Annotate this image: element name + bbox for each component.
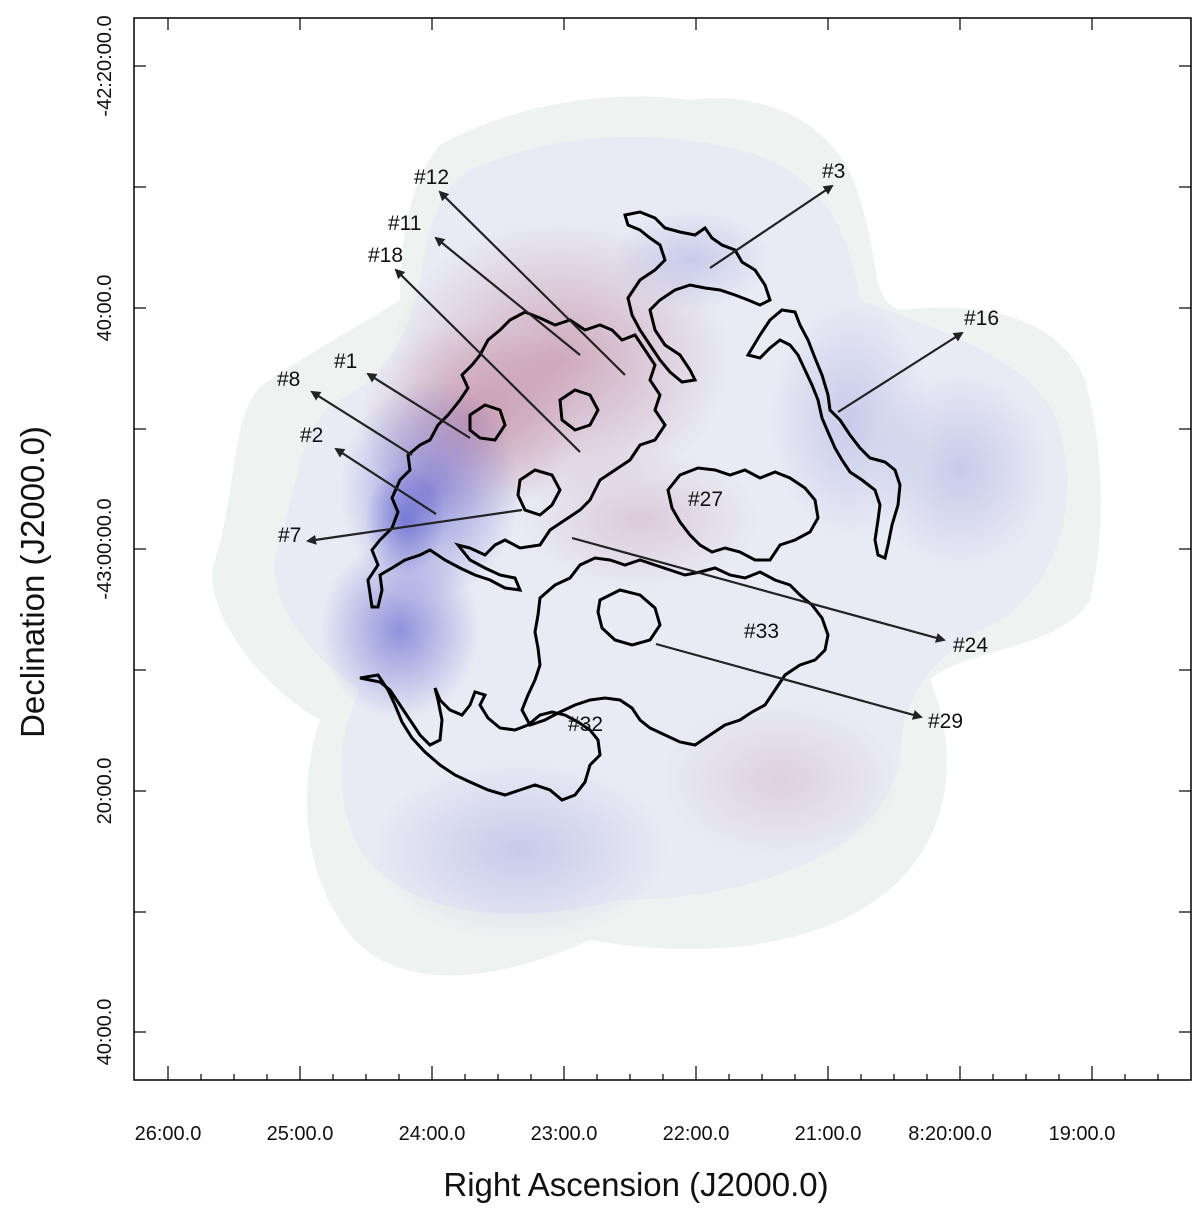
label-2: #2	[300, 424, 323, 447]
label-33: #33	[744, 620, 779, 643]
contour-south-tail	[359, 673, 602, 802]
y-tick-label: 40:00.0	[94, 275, 116, 342]
x-tick-label: 19:00.0	[1049, 1123, 1116, 1145]
diffuse-emission	[320, 210, 1050, 940]
arrow-24	[571, 536, 946, 643]
x-axis-ticks	[167, 18, 1159, 1080]
label-29: #29	[928, 710, 963, 733]
label-12: #12	[414, 166, 449, 189]
y-tick-label: -43:00:00.0	[94, 498, 116, 599]
contour-southwest-inner	[596, 588, 662, 647]
y-axis-title: Declination (J2000.0)	[14, 426, 51, 738]
x-tick-labels: 26:00.0 25:00.0 24:00.0 23:00.0 22:00.0 …	[135, 1123, 1116, 1145]
label-8: #8	[277, 368, 300, 391]
label-7: #7	[278, 524, 301, 547]
x-tick-label: 22:00.0	[663, 1123, 730, 1145]
label-32: #32	[568, 713, 603, 736]
contour-north-arc	[623, 210, 772, 384]
contour-east-complex	[366, 310, 667, 609]
arrow-1	[366, 372, 471, 439]
label-3: #3	[822, 160, 845, 183]
x-tick-label: 21:00.0	[795, 1123, 862, 1145]
y-tick-label: 40:00.0	[94, 999, 116, 1066]
x-tick-label: 23:00.0	[531, 1123, 598, 1145]
y-tick-label: 20:00.0	[94, 758, 116, 825]
contour-east-inner-c	[558, 388, 600, 432]
arrow-12	[438, 190, 626, 376]
arrow-3	[709, 184, 834, 269]
pointer-arrows	[306, 184, 964, 720]
contour-center-ring	[666, 466, 820, 562]
arrow-16	[837, 331, 964, 413]
label-1: #1	[334, 350, 357, 373]
arrow-8	[310, 390, 413, 456]
y-axis-ticks	[134, 65, 1191, 1033]
label-16: #16	[964, 307, 999, 330]
label-18: #18	[368, 244, 403, 267]
arrow-11	[434, 236, 581, 356]
contour-west-arc	[745, 308, 902, 561]
contours	[359, 210, 902, 802]
contour-southwest-large	[520, 556, 830, 747]
x-axis-title: Right Ascension (J2000.0)	[443, 1166, 828, 1203]
x-tick-label: 25:00.0	[267, 1123, 334, 1145]
region-labels: #12 #3 #11 #18 #16 #1 #8 #2 #27 #7 #33 #…	[277, 160, 999, 736]
arrow-29	[655, 642, 923, 720]
arrow-18	[394, 268, 581, 453]
contour-east-inner-b	[516, 468, 562, 517]
y-tick-label: -42:20:00.0	[94, 15, 116, 116]
label-27: #27	[688, 488, 723, 511]
label-24: #24	[953, 634, 988, 657]
contour-east-inner-a	[468, 403, 507, 442]
x-tick-label: 26:00.0	[135, 1123, 202, 1145]
arrow-2	[334, 447, 437, 515]
x-tick-label: 24:00.0	[399, 1123, 466, 1145]
label-11: #11	[388, 212, 421, 235]
arrow-7	[306, 508, 523, 545]
x-tick-label: 8:20:00.0	[908, 1123, 991, 1145]
y-tick-labels: -42:20:00.0 40:00.0 -43:00:00.0 20:00.0 …	[94, 15, 116, 1065]
